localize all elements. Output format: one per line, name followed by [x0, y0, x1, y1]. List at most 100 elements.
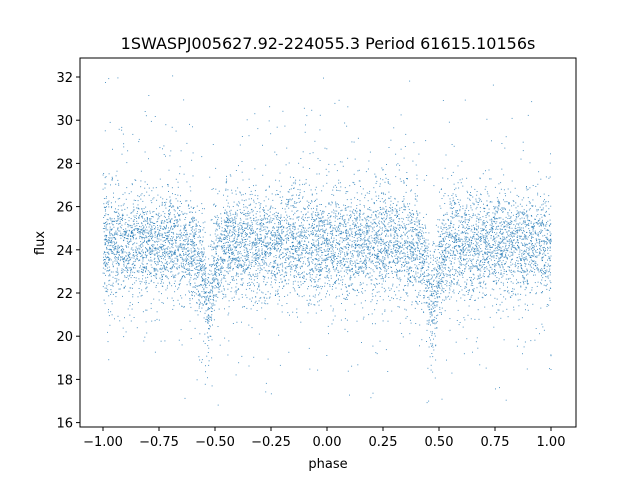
- data-point: [241, 284, 243, 286]
- data-point: [494, 252, 496, 254]
- data-point: [269, 263, 271, 265]
- data-point: [224, 249, 226, 251]
- data-point: [154, 236, 156, 238]
- data-point: [321, 204, 322, 205]
- data-point: [114, 246, 116, 248]
- data-point: [159, 268, 161, 270]
- data-point: [164, 252, 165, 254]
- data-point: [263, 256, 265, 258]
- data-point: [132, 266, 134, 268]
- data-point: [210, 266, 212, 268]
- data-point: [234, 216, 236, 218]
- data-point: [151, 244, 152, 246]
- data-point: [280, 217, 281, 219]
- data-point: [153, 275, 155, 276]
- data-point: [539, 333, 540, 335]
- data-point: [262, 261, 264, 263]
- data-point: [204, 280, 206, 282]
- data-point: [188, 281, 190, 283]
- data-point: [265, 190, 267, 191]
- data-point: [389, 261, 391, 263]
- data-point: [130, 224, 132, 226]
- data-point: [209, 292, 211, 294]
- data-point: [338, 213, 339, 215]
- data-point: [363, 249, 365, 251]
- data-point: [488, 243, 490, 245]
- data-point: [535, 262, 537, 264]
- data-point: [183, 259, 185, 261]
- data-point: [167, 222, 169, 224]
- data-point: [220, 280, 222, 282]
- data-point: [149, 235, 151, 237]
- data-point: [546, 243, 548, 245]
- data-point: [349, 270, 351, 272]
- data-point: [368, 314, 370, 316]
- data-point: [190, 239, 191, 241]
- data-point: [434, 269, 436, 271]
- data-point: [330, 275, 332, 277]
- data-point: [280, 278, 282, 280]
- data-point: [348, 292, 350, 294]
- data-point: [354, 214, 356, 216]
- data-point: [256, 221, 258, 223]
- data-point: [132, 203, 134, 205]
- data-point: [234, 222, 236, 224]
- data-point: [454, 237, 456, 239]
- data-point: [363, 249, 365, 251]
- data-point: [431, 300, 433, 302]
- data-point: [312, 231, 314, 233]
- data-point: [226, 178, 227, 180]
- data-point: [376, 257, 378, 259]
- data-point: [428, 346, 430, 348]
- data-point: [420, 253, 422, 255]
- data-point: [318, 230, 320, 232]
- data-point: [164, 205, 166, 207]
- data-point: [508, 202, 509, 204]
- data-point: [192, 251, 194, 253]
- data-point: [513, 229, 515, 231]
- data-point: [487, 248, 489, 250]
- data-point: [404, 308, 406, 310]
- data-point: [415, 250, 416, 252]
- data-point: [506, 270, 507, 272]
- data-point: [341, 241, 343, 243]
- data-point: [322, 230, 324, 232]
- data-point: [239, 251, 241, 253]
- data-point: [158, 231, 160, 233]
- data-point: [217, 217, 219, 219]
- data-point: [505, 252, 507, 254]
- data-point: [247, 258, 249, 260]
- data-point: [354, 158, 356, 160]
- data-point: [314, 189, 316, 191]
- data-point: [388, 226, 390, 228]
- data-point: [484, 253, 486, 255]
- data-point: [242, 265, 244, 267]
- data-point: [254, 237, 256, 239]
- data-point: [531, 226, 533, 228]
- data-point: [334, 224, 336, 226]
- data-point: [409, 215, 411, 217]
- data-point: [499, 246, 501, 248]
- data-point: [175, 240, 177, 242]
- data-point: [322, 216, 324, 218]
- data-point: [183, 264, 184, 266]
- data-point: [518, 270, 519, 272]
- data-point: [458, 215, 460, 217]
- data-point: [293, 236, 295, 238]
- data-point: [495, 206, 497, 208]
- data-point: [347, 222, 349, 224]
- data-point: [392, 220, 394, 222]
- data-point: [312, 230, 313, 232]
- data-point: [299, 246, 300, 248]
- data-point: [317, 280, 319, 282]
- data-point: [501, 241, 502, 243]
- data-point: [409, 249, 411, 251]
- data-point: [395, 211, 397, 213]
- data-point: [477, 204, 479, 206]
- data-point: [379, 251, 381, 253]
- data-point: [423, 237, 425, 239]
- data-point: [507, 224, 509, 226]
- data-point: [501, 238, 503, 240]
- data-point: [463, 251, 465, 253]
- data-point: [229, 206, 230, 208]
